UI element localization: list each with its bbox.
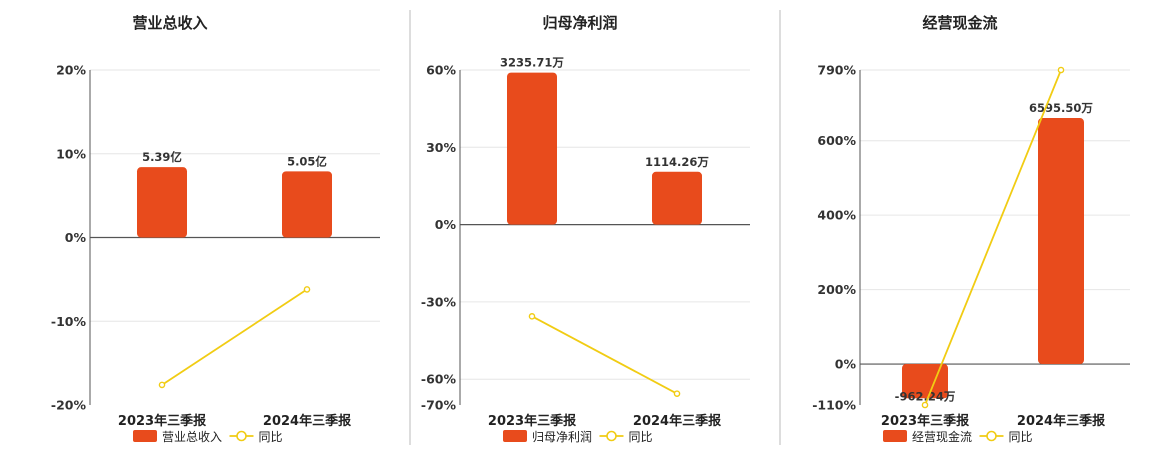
x-tick-label: 2024年三季报 — [633, 413, 722, 429]
legend-line-label: 同比 — [259, 430, 283, 444]
bar — [137, 167, 187, 238]
bar — [282, 171, 332, 238]
x-tick-label: 2023年三季报 — [488, 413, 577, 429]
bar-data-label: -962.24万 — [895, 389, 956, 403]
yoy-point — [921, 401, 929, 409]
y-tick-label: 20% — [56, 63, 86, 78]
bar-data-label: 3235.71万 — [500, 56, 564, 70]
y-tick-label: 0% — [435, 217, 457, 232]
y-tick-label: 10% — [56, 146, 86, 161]
bar-data-label: 5.39亿 — [142, 150, 182, 164]
yoy-point — [528, 313, 536, 320]
x-tick-label: 2024年三季报 — [1017, 413, 1106, 429]
bar — [652, 171, 702, 225]
yoy-point — [673, 390, 681, 397]
chart-panel-1: 营业总收入 20% 10% 0% -10% -20% 5.39亿 5.05亿 2023年三季报 2… — [51, 14, 380, 444]
y-tick-label: -60% — [421, 372, 457, 387]
legend-line-label: 同比 — [1009, 430, 1033, 444]
y-tick-label: 0% — [65, 230, 87, 245]
y-tick-label: 400% — [817, 208, 856, 223]
x-tick-label: 2024年三季报 — [263, 413, 352, 429]
y-tick-label: -20% — [51, 398, 87, 413]
y-tick-label: 790% — [817, 63, 856, 78]
legend-line-label: 同比 — [629, 430, 653, 444]
chart-panel-2: 归母净利润 60% 30% 0% -30% -60% -70% 3235.71万 1114.26… — [421, 14, 750, 444]
chart-panel-3: 经营现金流 790% 600% 400% 200% 0% -110% -962.24万 6595… — [812, 14, 1130, 444]
legend-line-marker — [986, 430, 997, 442]
legend-line-marker — [236, 430, 247, 442]
yoy-point — [303, 286, 311, 293]
chart-title: 营业总收入 — [132, 14, 207, 32]
bar-data-label: 1114.26万 — [645, 155, 709, 169]
yoy-line — [924, 69, 1062, 406]
y-tick-label: 0% — [835, 357, 857, 372]
legend-bar-swatch — [133, 430, 157, 442]
y-tick-label: -30% — [421, 294, 457, 309]
y-tick-label: -70% — [421, 398, 457, 413]
yoy-line — [161, 288, 308, 386]
chart-title: 经营现金流 — [922, 14, 997, 32]
yoy-point — [158, 381, 166, 389]
bar-data-label: 6595.50万 — [1029, 101, 1093, 115]
bar — [902, 364, 948, 399]
yoy-point — [1057, 66, 1065, 74]
yoy-line — [531, 315, 678, 395]
legend-line-marker — [606, 430, 617, 442]
y-tick-label: -10% — [51, 314, 87, 329]
y-tick-label: 60% — [426, 63, 456, 78]
x-tick-label: 2023年三季报 — [118, 413, 207, 429]
y-tick-label: 600% — [817, 133, 856, 148]
legend-bar-label: 经营现金流 — [912, 429, 972, 444]
bar-data-label: 5.05亿 — [287, 154, 327, 168]
legend-bar-label: 归母净利润 — [532, 430, 592, 444]
legend-bar-label: 营业总收入 — [162, 430, 222, 444]
legend-bar-swatch — [503, 430, 527, 442]
bar — [1038, 118, 1084, 365]
y-tick-label: -110% — [812, 398, 856, 413]
y-tick-label: 30% — [426, 140, 456, 155]
chart-title: 归母净利润 — [542, 14, 617, 32]
legend-bar-swatch — [883, 430, 907, 442]
x-tick-label: 2023年三季报 — [881, 413, 970, 429]
bar — [507, 72, 557, 225]
y-tick-label: 200% — [817, 282, 856, 297]
